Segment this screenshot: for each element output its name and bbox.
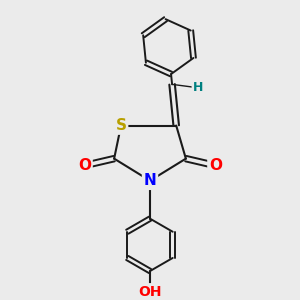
- Text: N: N: [144, 173, 156, 188]
- Text: O: O: [78, 158, 91, 173]
- Text: O: O: [209, 158, 222, 173]
- Text: S: S: [116, 118, 127, 133]
- Text: OH: OH: [138, 285, 162, 299]
- Text: H: H: [193, 81, 203, 94]
